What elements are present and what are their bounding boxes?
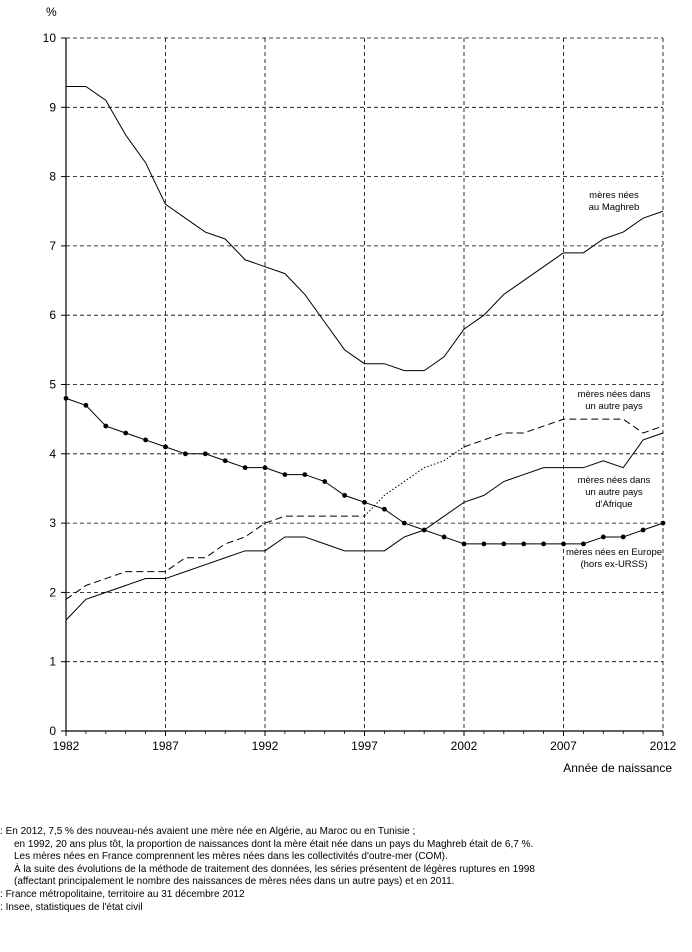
data-point-europe bbox=[581, 541, 586, 547]
series-label-line: (hors ex-URSS) bbox=[580, 559, 647, 570]
series-label-line: mères nées dans bbox=[578, 389, 651, 400]
series-line-autre-pays bbox=[463, 418, 664, 448]
data-point-europe bbox=[421, 527, 427, 533]
data-point-europe bbox=[143, 437, 149, 443]
data-point-europe bbox=[620, 534, 626, 540]
y-tick-label: 8 bbox=[49, 170, 56, 184]
data-point-europe bbox=[382, 506, 387, 512]
series-label-line: au Maghreb bbox=[589, 202, 640, 213]
data-point-europe bbox=[282, 472, 288, 477]
data-point-europe bbox=[600, 534, 606, 540]
data-point-europe bbox=[342, 492, 347, 498]
series-line-2 bbox=[65, 432, 664, 621]
series-line-0 bbox=[66, 86, 664, 372]
note-line-2: en 1992, 20 ans plus tôt, la proportion … bbox=[14, 838, 534, 850]
series-line-autre-pays-break bbox=[364, 446, 465, 517]
data-point-europe bbox=[242, 465, 248, 471]
data-point-europe bbox=[222, 458, 228, 464]
y-tick-label: 7 bbox=[49, 239, 56, 253]
x-tick-label: 2007 bbox=[550, 739, 577, 753]
axes bbox=[61, 37, 664, 736]
x-tick-label: 1987 bbox=[152, 739, 179, 753]
data-point-europe bbox=[202, 451, 208, 457]
x-tick-label: 1982 bbox=[53, 739, 80, 753]
line-chart: 0 1 2 3 4 5 6 7 8 9 10 1982 1987 1992 1997 2002 2007 2012… bbox=[43, 5, 677, 775]
series-markers bbox=[63, 395, 666, 547]
x-tick-label: 2002 bbox=[451, 739, 478, 753]
data-point-europe bbox=[322, 479, 328, 484]
y-tick-label: 5 bbox=[49, 378, 56, 392]
data-point-europe bbox=[262, 465, 268, 471]
y-tick-label: 10 bbox=[43, 31, 57, 45]
series-label-line: mères nées dans bbox=[578, 475, 651, 486]
grid-lines bbox=[66, 37, 664, 731]
y-tick-label: 9 bbox=[49, 100, 56, 114]
data-point-europe bbox=[461, 541, 467, 547]
data-point-europe bbox=[183, 451, 188, 457]
y-axis-title: % bbox=[46, 5, 57, 19]
data-point-europe bbox=[401, 520, 407, 526]
y-tick-label: 1 bbox=[49, 655, 56, 669]
data-point-europe bbox=[103, 423, 109, 429]
series-label-line: mères nées bbox=[589, 190, 639, 201]
y-tick-label: 0 bbox=[49, 724, 56, 738]
series-label-line: un autre pays bbox=[585, 487, 643, 498]
note-line-3: Les mères nées en France comprennent les… bbox=[14, 851, 448, 863]
x-tick-label: 1997 bbox=[351, 739, 378, 753]
data-point-europe bbox=[561, 541, 566, 547]
series-label-line: d'Afrique bbox=[595, 499, 632, 510]
tick-labels: 0 1 2 3 4 5 6 7 8 9 10 1982 1987 1992 1997 2002 2007 2012 bbox=[43, 31, 677, 753]
data-point-europe bbox=[640, 527, 646, 533]
x-tick-label: 2012 bbox=[650, 739, 677, 753]
note-source: Insee, statistiques de l'état civil bbox=[0, 902, 690, 915]
data-point-europe bbox=[123, 430, 129, 436]
data-point-europe bbox=[481, 541, 487, 547]
y-tick-label: 3 bbox=[49, 516, 56, 530]
note-line-1: En 2012, 7,5 % des nouveau-nés avaient u… bbox=[0, 826, 690, 839]
x-axis-title: Année de naissance bbox=[563, 761, 672, 775]
data-point-europe bbox=[302, 472, 308, 477]
data-point-europe bbox=[362, 499, 367, 505]
data-point-europe bbox=[501, 541, 507, 547]
data-point-europe bbox=[541, 541, 546, 547]
y-tick-label: 2 bbox=[49, 585, 56, 599]
data-point-europe bbox=[660, 520, 666, 526]
y-tick-label: 6 bbox=[49, 308, 56, 322]
data-point-europe bbox=[83, 402, 89, 408]
note-line-4: À la suite des évolutions de la méthode … bbox=[14, 863, 535, 875]
data-point-europe bbox=[163, 444, 168, 450]
data-point-europe bbox=[441, 534, 447, 540]
x-tick-label: 1992 bbox=[252, 739, 279, 753]
data-point-europe bbox=[63, 395, 69, 401]
chart-notes: En 2012, 7,5 % des nouveau-nés avaient u… bbox=[0, 826, 690, 914]
y-tick-label: 4 bbox=[49, 447, 56, 461]
series-line-autre-pays bbox=[65, 515, 365, 600]
series-label-line: mères nées en Europe bbox=[566, 547, 662, 558]
note-line-5: (affectant principalement le nombre des … bbox=[14, 876, 455, 888]
note-scope: France métropolitaine, territoire au 31 … bbox=[0, 889, 690, 902]
data-point-europe bbox=[521, 541, 527, 547]
series-label-line: un autre pays bbox=[585, 401, 643, 412]
